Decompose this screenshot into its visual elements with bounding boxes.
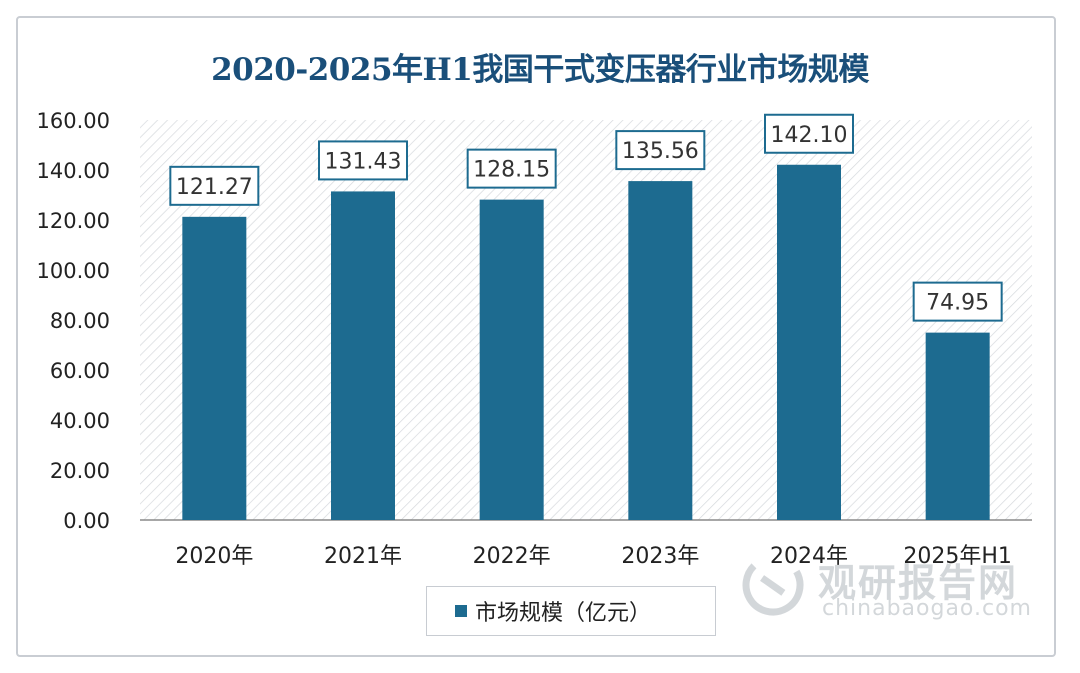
y-tick-label: 0.00 [63, 509, 110, 533]
y-tick-label: 160.00 [37, 109, 110, 133]
legend: 市场规模（亿元） [426, 586, 716, 636]
x-tick-label: 2022年 [473, 544, 551, 569]
x-tick-label: 2023年 [621, 544, 699, 569]
x-tick-label: 2021年 [324, 544, 402, 569]
data-label-text: 128.15 [473, 158, 550, 183]
watermark-logo-icon [742, 554, 804, 616]
x-tick-label: 2020年 [175, 544, 253, 569]
y-tick-label: 60.00 [50, 359, 110, 383]
data-label-box [615, 130, 706, 171]
bar [628, 181, 693, 520]
data-label-box [318, 140, 408, 181]
data-label-text: 74.95 [926, 291, 989, 316]
y-tick-label: 100.00 [37, 259, 110, 283]
data-label: 128.15 [466, 148, 557, 189]
data-label-text: 131.43 [325, 149, 402, 174]
watermark: 观研报告网 chinabaogao.com [742, 548, 1042, 628]
data-label-box [169, 165, 260, 206]
y-tick-label: 80.00 [50, 309, 110, 333]
watermark-cn: 观研报告网 [818, 561, 1019, 605]
data-label-box [764, 113, 854, 154]
bar [182, 216, 247, 520]
y-tick-label: 20.00 [50, 459, 110, 483]
bar [925, 332, 990, 520]
data-label: 74.95 [912, 281, 1003, 322]
data-label-box [912, 281, 1003, 322]
legend-label: 市场规模（亿元） [475, 601, 652, 626]
data-label: 142.10 [764, 113, 854, 154]
y-tick-label: 40.00 [50, 409, 110, 433]
x-tick-label: 2025年H1 [903, 544, 1012, 569]
x-tick-label: 2024年 [770, 544, 848, 569]
plot-area [140, 120, 1032, 520]
chart-title: 2020-2025年H1我国干式变压器行业市场规模 [211, 52, 869, 88]
y-tick-label: 140.00 [37, 159, 110, 183]
data-label: 135.56 [615, 130, 706, 171]
bar [331, 191, 395, 521]
y-tick-label: 120.00 [37, 209, 110, 233]
bar [479, 199, 544, 520]
data-label: 121.27 [169, 165, 260, 206]
watermark-en: chinabaogao.com [822, 596, 1032, 621]
data-label-text: 121.27 [176, 175, 253, 200]
data-label-box [466, 148, 557, 189]
data-label-text: 135.56 [622, 139, 699, 164]
bar [777, 164, 841, 520]
data-label-text: 142.10 [771, 123, 848, 148]
legend-swatch [455, 605, 467, 617]
data-label: 131.43 [318, 140, 408, 181]
